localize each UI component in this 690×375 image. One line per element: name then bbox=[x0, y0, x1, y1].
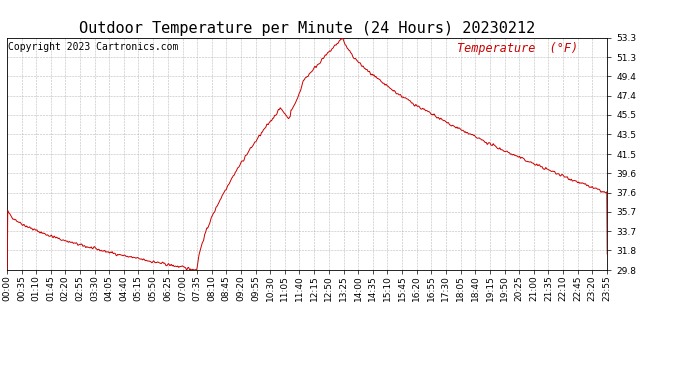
Text: Temperature  (°F): Temperature (°F) bbox=[457, 42, 578, 55]
Title: Outdoor Temperature per Minute (24 Hours) 20230212: Outdoor Temperature per Minute (24 Hours… bbox=[79, 21, 535, 36]
Text: Copyright 2023 Cartronics.com: Copyright 2023 Cartronics.com bbox=[8, 42, 179, 52]
